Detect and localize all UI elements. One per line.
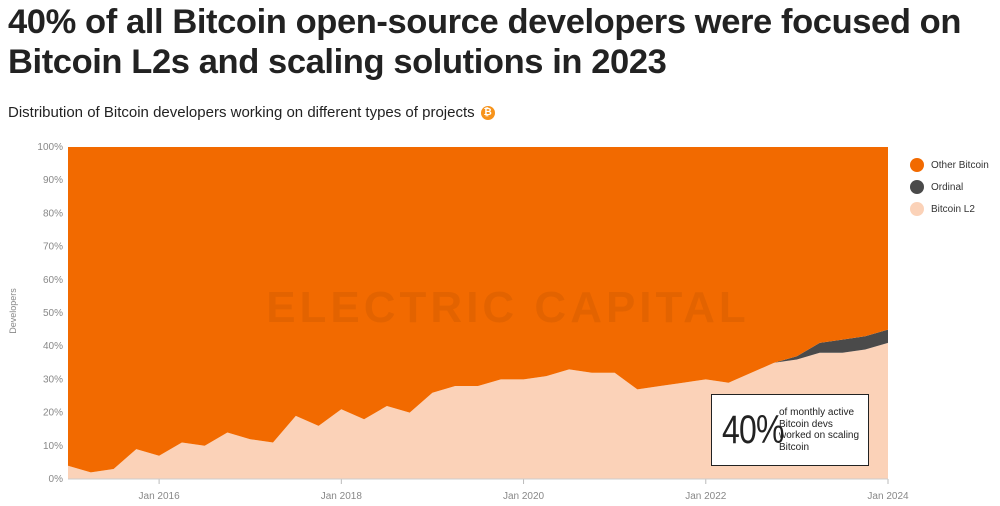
x-tick-label: Jan 2024	[867, 491, 909, 502]
watermark: ELECTRIC CAPITAL	[266, 283, 750, 332]
callout-text: of monthly active Bitcoin devs worked on…	[779, 407, 860, 453]
y-tick-label: 20%	[43, 408, 63, 419]
y-tick-label: 100%	[37, 142, 63, 153]
y-tick-label: 40%	[43, 341, 63, 352]
y-tick-label: 50%	[43, 308, 63, 319]
legend: Other Bitcoin Ordinal Bitcoin L2	[910, 157, 989, 217]
y-tick-label: 70%	[43, 242, 63, 253]
y-tick-label: 90%	[43, 175, 63, 186]
x-tick-label: Jan 2016	[139, 491, 181, 502]
chart-areas	[68, 147, 888, 479]
chart-subtitle-text: Distribution of Bitcoin developers worki…	[8, 104, 475, 121]
legend-item-ordinal: Ordinal	[910, 179, 989, 195]
y-axis-ticks: 0% 10% 20% 30% 40% 50% 60% 70% 80% 90% 100%	[37, 142, 63, 485]
y-axis-label: Developers	[8, 288, 18, 334]
x-axis-ticks: Jan 2016 Jan 2018 Jan 2020 Jan 2022 Jan 2024	[139, 479, 909, 502]
callout-percentage: 40%	[722, 407, 784, 452]
y-tick-label: 0%	[49, 474, 64, 485]
y-tick-label: 80%	[43, 208, 63, 219]
y-tick-label: 60%	[43, 275, 63, 286]
area-series-bitcoin-l2	[68, 342, 888, 479]
callout-box: 40% of monthly active Bitcoin devs worke…	[711, 394, 869, 466]
legend-swatch-other-bitcoin	[910, 158, 924, 172]
legend-label-ordinal: Ordinal	[931, 181, 964, 193]
legend-item-bitcoin-l2: Bitcoin L2	[910, 201, 989, 217]
legend-label-bitcoin-l2: Bitcoin L2	[931, 203, 975, 215]
legend-item-other-bitcoin: Other Bitcoin	[910, 157, 989, 173]
x-tick-label: Jan 2018	[321, 491, 363, 502]
x-tick-label: Jan 2022	[685, 491, 727, 502]
area-series-other-bitcoin	[68, 147, 888, 473]
chart-subtitle: Distribution of Bitcoin developers worki…	[8, 104, 495, 121]
legend-label-other-bitcoin: Other Bitcoin	[931, 159, 989, 171]
y-tick-label: 10%	[43, 441, 63, 452]
page-title: 40% of all Bitcoin open-source developer…	[8, 3, 962, 81]
legend-swatch-bitcoin-l2	[910, 202, 924, 216]
bitcoin-icon: ₿	[480, 105, 495, 120]
x-tick-label: Jan 2020	[503, 491, 545, 502]
y-tick-label: 30%	[43, 374, 63, 385]
legend-swatch-ordinal	[910, 180, 924, 194]
